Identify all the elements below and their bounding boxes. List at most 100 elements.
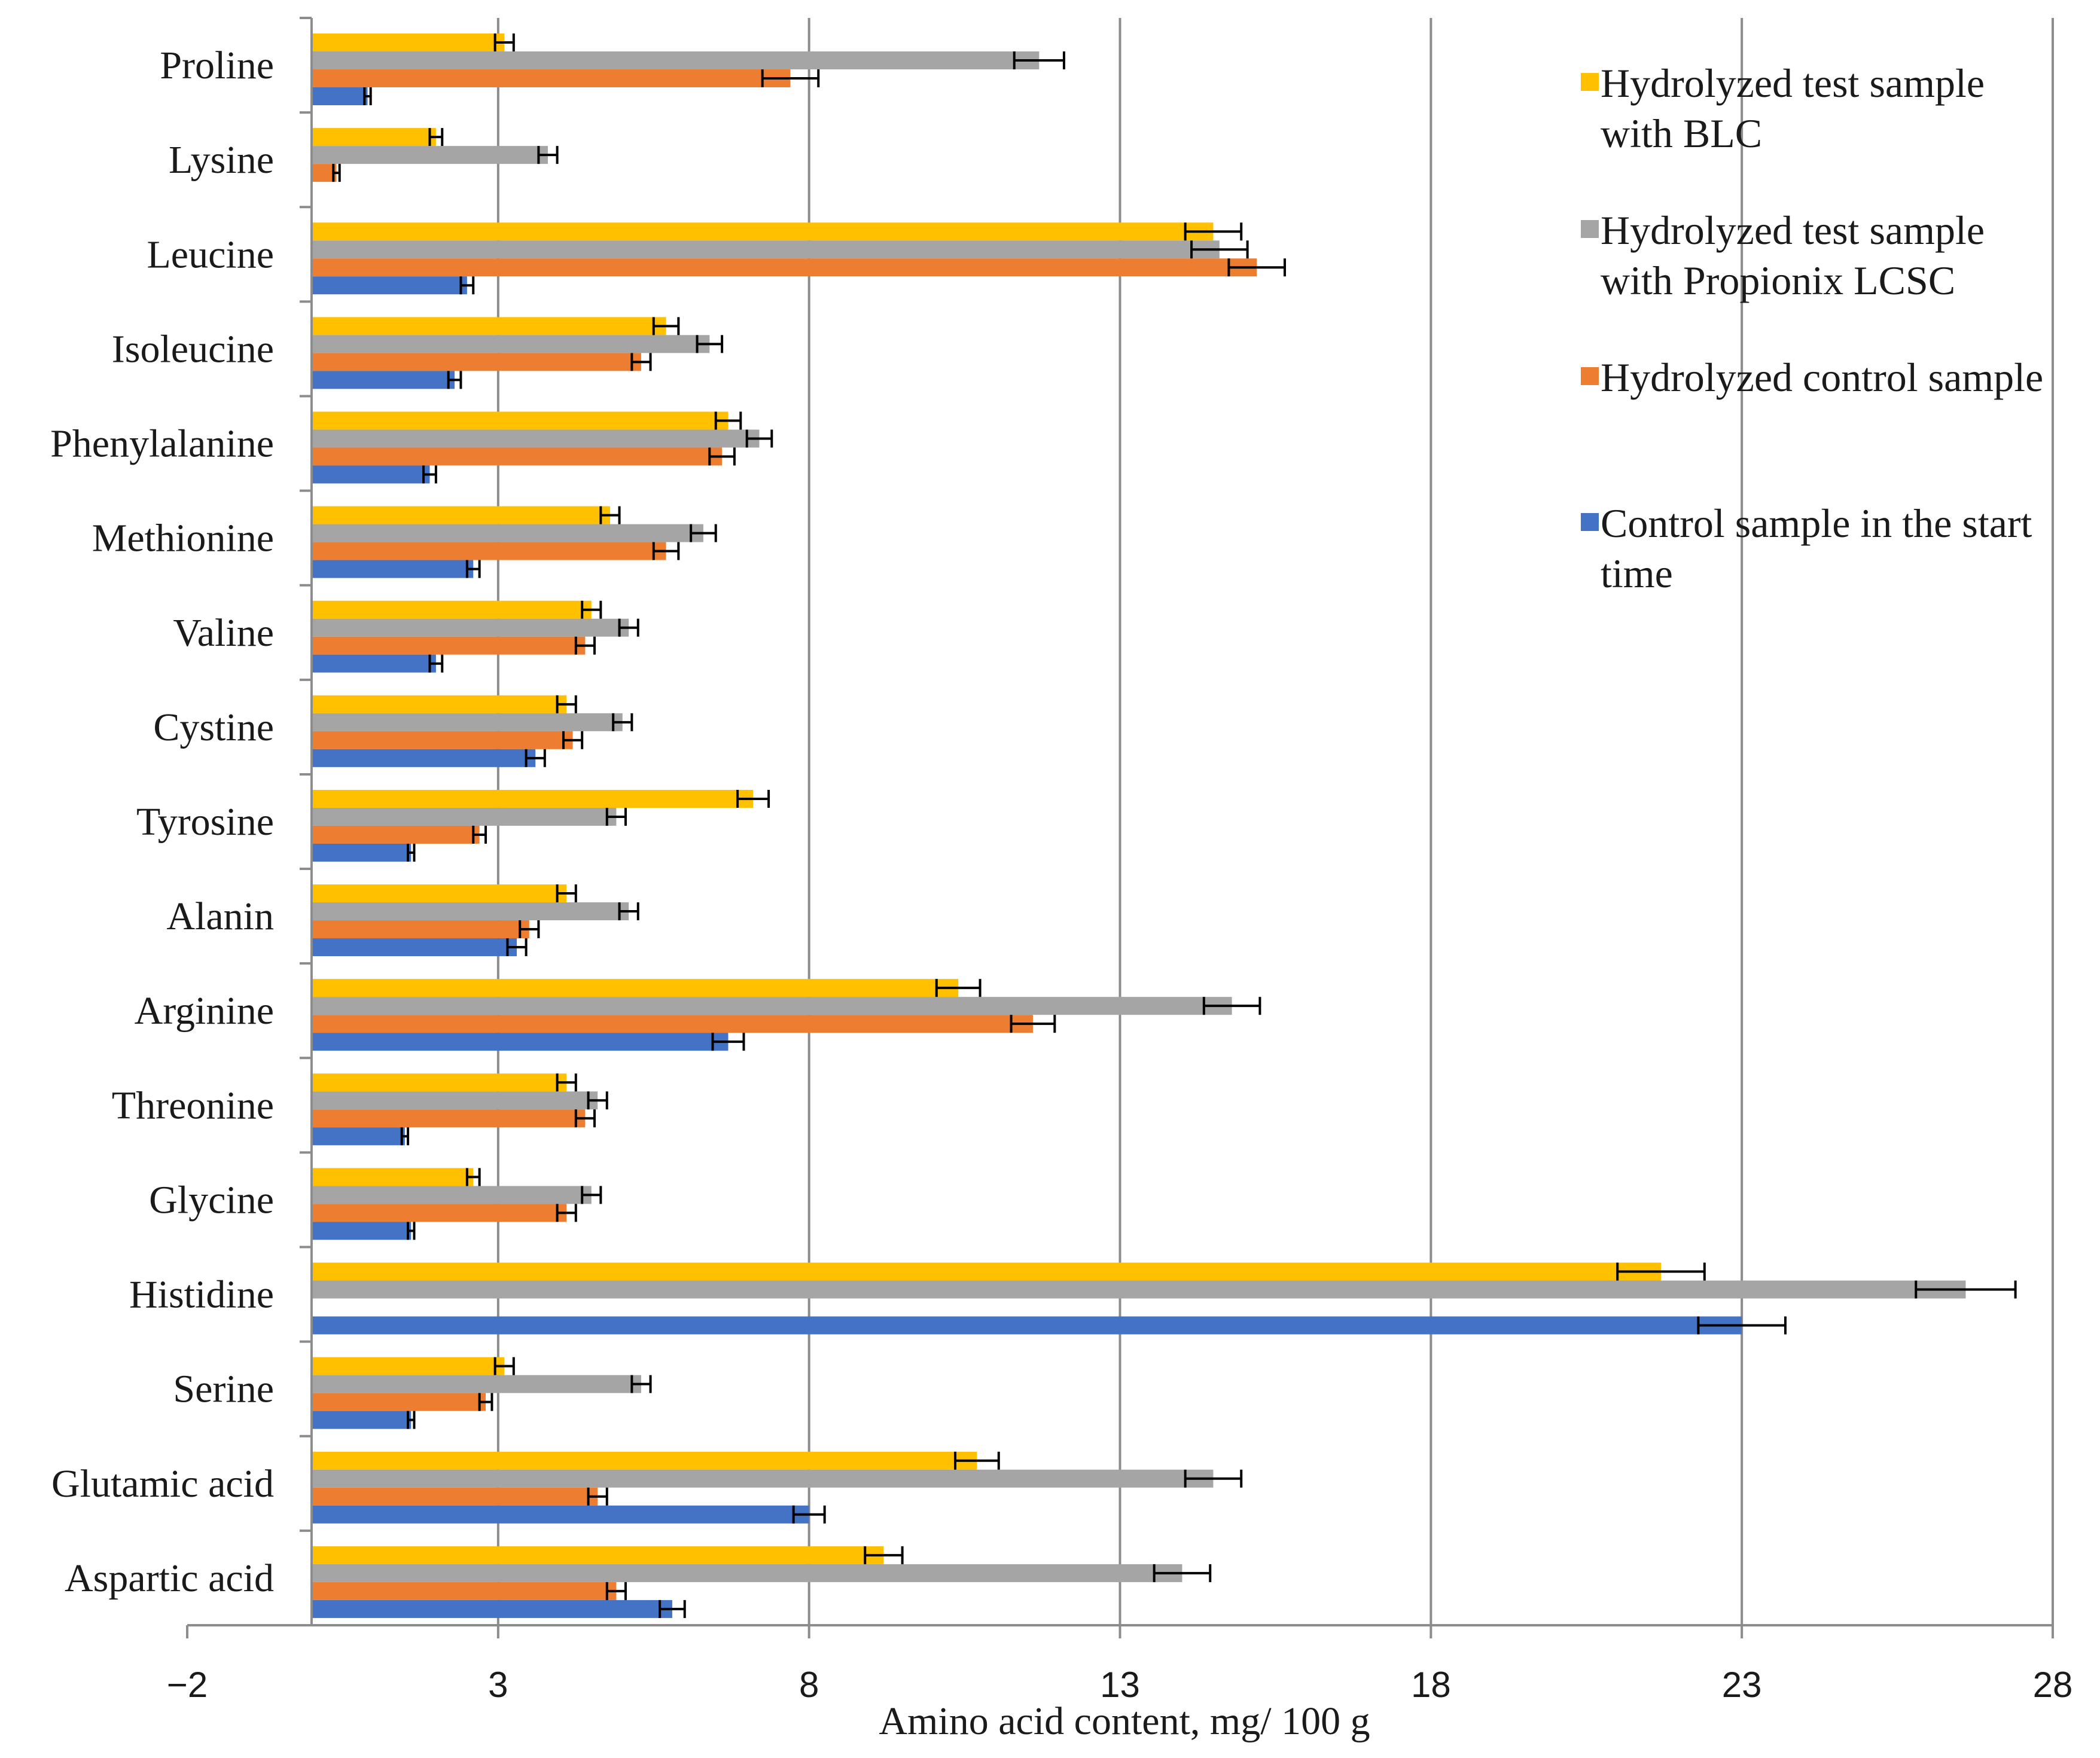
- x-tick-label: 23: [1722, 1665, 1762, 1705]
- bar: [311, 353, 641, 371]
- bar: [311, 1411, 412, 1429]
- bar: [311, 542, 666, 560]
- category-label: Glycine: [149, 1178, 274, 1222]
- x-tick-label: 8: [799, 1665, 819, 1705]
- bar: [311, 1127, 405, 1146]
- bar: [311, 1091, 598, 1110]
- legend-swatch: [1581, 513, 1599, 531]
- bar: [311, 1316, 1742, 1335]
- bar: [311, 789, 754, 808]
- bar: [311, 1109, 586, 1128]
- bar: [311, 920, 529, 939]
- bar: [311, 371, 455, 389]
- bar: [311, 524, 703, 542]
- category-label: Histidine: [129, 1273, 274, 1317]
- bar: [311, 636, 586, 655]
- bar: [311, 33, 505, 51]
- bar: [311, 1582, 617, 1600]
- category-label: Glutamic acid: [51, 1462, 274, 1506]
- bar: [311, 1033, 729, 1051]
- bar: [311, 1186, 592, 1204]
- category-label: Tyrosine: [136, 800, 274, 844]
- axis-layer: −2 3 8 13 18 23 28: [167, 17, 2073, 1705]
- bar: [311, 1204, 567, 1222]
- bar: [311, 843, 412, 862]
- bar: [311, 335, 710, 353]
- legend-label: Hydrolyzed control sample: [1601, 355, 2043, 400]
- bar: [311, 1487, 598, 1506]
- category-label: Cystine: [153, 706, 274, 749]
- bar: [311, 1546, 884, 1564]
- bar: [311, 1015, 1033, 1033]
- bar: [311, 884, 567, 903]
- bar: [311, 979, 959, 997]
- bar: [311, 713, 623, 731]
- bar: [311, 1393, 486, 1411]
- bar: [311, 411, 729, 430]
- bar: [311, 51, 1040, 69]
- bar: [311, 1262, 1662, 1281]
- bar: [311, 69, 791, 87]
- legend-swatch: [1581, 73, 1599, 91]
- bar: [311, 938, 517, 957]
- bar: [311, 749, 536, 767]
- bar: [311, 240, 1220, 259]
- bar: [311, 1505, 809, 1524]
- category-label: Aspartic acid: [65, 1556, 274, 1600]
- bar: [311, 506, 610, 524]
- bar: [311, 807, 617, 826]
- category-label: Valine: [173, 611, 274, 655]
- category-label: Methionine: [92, 517, 274, 560]
- category-label: Arginine: [135, 989, 274, 1033]
- legend-label: with BLC: [1601, 111, 1762, 156]
- bar: [311, 1073, 567, 1092]
- bar: [311, 1357, 505, 1375]
- bar: [311, 1469, 1214, 1488]
- legend-label: Control sample in the start: [1601, 500, 2032, 546]
- bar-layer: [311, 33, 1966, 1618]
- bar: [311, 1375, 641, 1393]
- bar: [311, 1451, 977, 1470]
- error-bar-layer: [332, 33, 2017, 1618]
- bar: [311, 1168, 474, 1186]
- bar: [311, 317, 666, 335]
- category-label: Phenylalanine: [50, 422, 274, 466]
- category-label-layer: Proline Lysine Leucine Isoleucine Phenylalan…: [50, 44, 274, 1600]
- category-label: Alanin: [166, 895, 274, 938]
- legend-label: with Propionix LCSC: [1601, 258, 1955, 303]
- bar: [311, 222, 1214, 241]
- bar: [311, 618, 629, 637]
- bar: [311, 447, 723, 466]
- x-tick-label: 3: [488, 1665, 508, 1705]
- category-label: Leucine: [147, 233, 274, 276]
- x-tick-label: 13: [1100, 1665, 1140, 1705]
- bar: [311, 87, 368, 105]
- bar: [311, 1600, 672, 1618]
- legend: Hydrolyzed test sample with BLC Hydrolyzed…: [1581, 60, 2043, 596]
- x-tick-label: 18: [1411, 1665, 1451, 1705]
- bar: [311, 258, 1257, 277]
- bar: [311, 731, 573, 749]
- bar: [311, 560, 474, 578]
- bar: [311, 128, 436, 146]
- bar: [311, 902, 629, 921]
- bar: [311, 695, 567, 713]
- x-tick-label: 28: [2033, 1665, 2073, 1705]
- bar: [311, 465, 430, 484]
- bar: [311, 825, 480, 844]
- x-tick-label: −2: [167, 1665, 208, 1705]
- bar: [311, 146, 548, 164]
- category-label: Proline: [160, 44, 274, 87]
- bar: [311, 1280, 1966, 1299]
- bar: [311, 1222, 412, 1240]
- legend-label: time: [1601, 551, 1673, 596]
- legend-label: Hydrolyzed test sample: [1601, 207, 1985, 253]
- category-label: Threonine: [112, 1084, 274, 1127]
- bar: [311, 429, 760, 448]
- legend-swatch: [1581, 367, 1599, 385]
- x-axis-title: Amino acid content, mg/ 100 g: [879, 1699, 1370, 1743]
- legend-swatch: [1581, 220, 1599, 238]
- bar: [311, 600, 592, 619]
